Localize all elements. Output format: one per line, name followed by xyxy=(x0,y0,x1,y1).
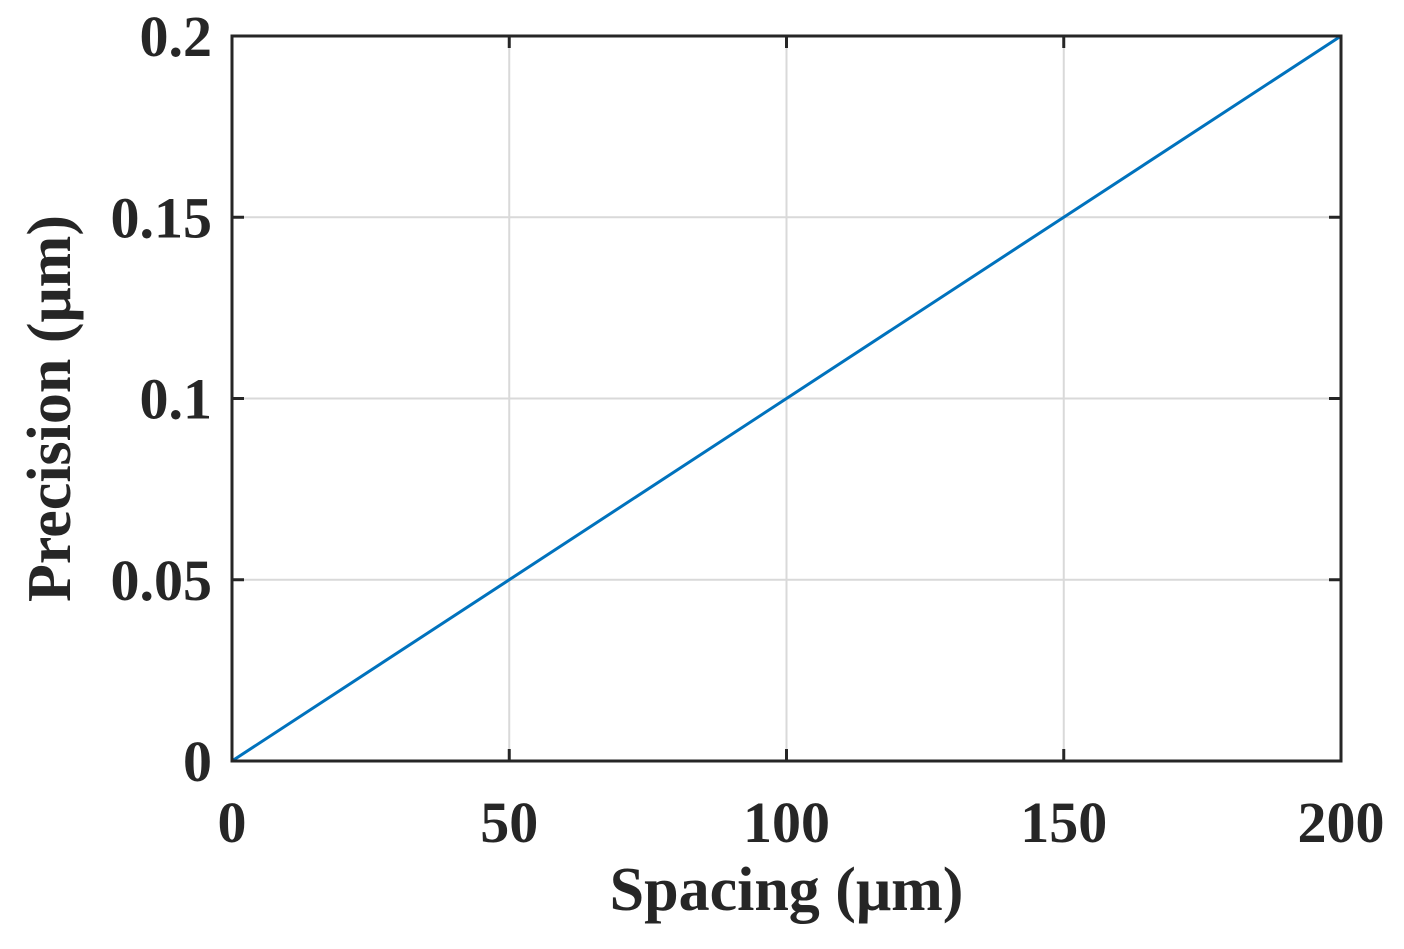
y-tick-label: 0.15 xyxy=(111,185,213,250)
x-axis-label: Spacing (μm) xyxy=(610,856,964,924)
series-line xyxy=(231,34,1342,763)
series-layer xyxy=(231,34,1342,763)
y-tick-label: 0.2 xyxy=(140,4,213,69)
y-axis-label: Precision (μm) xyxy=(16,215,84,602)
x-tick-label: 0 xyxy=(218,790,247,855)
x-tick-label: 50 xyxy=(480,790,538,855)
y-tick-label: 0.1 xyxy=(140,367,213,432)
y-tick-label: 0.05 xyxy=(111,548,213,613)
x-tick-label: 200 xyxy=(1298,790,1385,855)
x-tick-label: 100 xyxy=(743,790,830,855)
tick-layer: 0 50 100 150 200 0 0.05 0.1 0.15 0.2 xyxy=(111,4,1385,855)
y-tick-label: 0 xyxy=(183,729,212,794)
x-tick-label: 150 xyxy=(1020,790,1107,855)
